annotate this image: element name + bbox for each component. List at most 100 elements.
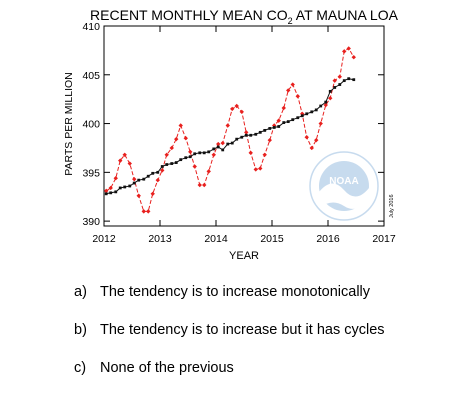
data-point	[239, 109, 244, 115]
data-point	[193, 152, 197, 156]
data-point	[178, 123, 183, 128]
data-point	[174, 136, 179, 142]
data-point	[114, 190, 118, 194]
chart-title: RECENT MONTHLY MEAN CO2 AT MAUNA LOA	[90, 7, 399, 26]
data-point	[332, 78, 337, 83]
data-point	[258, 130, 262, 134]
y-axis-label: PARTS PER MILLION	[63, 72, 75, 175]
data-point	[136, 193, 141, 198]
data-point	[142, 177, 146, 181]
data-point	[206, 169, 211, 174]
data-point	[150, 191, 155, 197]
data-point	[128, 184, 132, 188]
data-point	[160, 165, 164, 168]
data-point	[211, 152, 216, 157]
data-point	[202, 151, 206, 155]
option-letter: b)	[74, 322, 87, 338]
data-point	[174, 161, 178, 164]
option-letter: c)	[74, 360, 87, 376]
data-point	[216, 145, 220, 149]
y-tick-label: 410	[82, 21, 100, 33]
data-point	[318, 121, 323, 126]
co2-chart: RECENT MONTHLY MEAN CO2 AT MAUNA LOA NOA…	[63, 7, 399, 262]
option-text: The tendency is to increase monotonicall…	[100, 284, 371, 300]
data-point	[113, 175, 118, 181]
data-point	[230, 106, 235, 112]
data-point	[234, 103, 239, 109]
data-point	[169, 145, 174, 151]
data-point	[314, 108, 318, 112]
option-c[interactable]: c) None of the previous	[74, 360, 385, 398]
data-point	[122, 152, 127, 157]
data-point	[346, 46, 351, 51]
plot-frame	[103, 25, 385, 227]
option-b[interactable]: b) The tendency is to increase but it ha…	[74, 322, 385, 360]
data-point	[286, 120, 290, 124]
noaa-logo-label: NOAA	[329, 176, 358, 187]
data-point	[244, 133, 248, 137]
data-point	[337, 74, 342, 79]
data-point	[291, 118, 295, 122]
data-point	[192, 164, 197, 169]
data-point	[132, 176, 137, 182]
data-point	[304, 135, 309, 140]
noaa-logo: NOAA	[309, 151, 379, 221]
data-point	[267, 137, 272, 143]
data-point	[197, 182, 202, 188]
data-point	[286, 88, 291, 93]
data-point	[188, 149, 193, 155]
data-point	[244, 130, 249, 135]
data-point	[137, 178, 141, 182]
data-point	[328, 89, 332, 93]
chart-title-main: RECENT MONTHLY MEAN CO	[90, 7, 288, 23]
chart-title-subscript: 2	[288, 16, 293, 26]
data-point	[109, 191, 113, 195]
x-tick-label: 2013	[148, 233, 172, 245]
data-point	[319, 104, 323, 108]
data-point	[165, 163, 169, 166]
data-point	[296, 116, 300, 120]
data-point	[123, 185, 127, 189]
data-point	[323, 102, 328, 108]
data-point	[276, 118, 281, 123]
x-axis-label: YEAR	[229, 250, 259, 262]
data-point	[151, 171, 155, 175]
data-point	[225, 123, 230, 128]
data-point	[328, 95, 333, 101]
y-tick-label: 405	[82, 70, 100, 82]
data-point	[183, 135, 188, 141]
data-point	[235, 137, 239, 141]
data-point	[164, 152, 169, 157]
data-point	[309, 145, 314, 151]
data-point	[202, 182, 207, 188]
data-point	[310, 110, 314, 114]
x-tick-label: 2016	[316, 233, 340, 245]
data-point	[268, 127, 272, 130]
data-point	[104, 188, 109, 194]
data-point	[249, 133, 253, 137]
x-tick-label: 2014	[204, 233, 228, 245]
data-point	[221, 148, 225, 152]
date-note: July 2016	[389, 194, 395, 218]
data-point	[127, 161, 132, 166]
data-point	[212, 147, 216, 151]
chart-title-tail: AT MAUNA LOA	[293, 7, 399, 23]
data-point	[108, 185, 113, 191]
data-point	[179, 158, 183, 162]
data-point	[300, 114, 304, 118]
data-point	[118, 158, 123, 163]
x-tick-label: 2012	[92, 233, 116, 245]
data-point	[198, 151, 202, 155]
data-point	[141, 209, 146, 214]
data-point	[156, 170, 160, 174]
data-point	[146, 209, 151, 214]
data-point	[338, 83, 342, 86]
axes: 2012 2013 2014 2015 2016 2017 390 395 400 405 410	[82, 21, 395, 245]
data-point	[347, 77, 351, 81]
data-point	[314, 137, 319, 143]
data-point	[254, 132, 258, 136]
answer-options: a) The tendency is to increase monotonic…	[74, 284, 385, 398]
option-letter: a)	[74, 284, 87, 300]
option-a[interactable]: a) The tendency is to increase monotonic…	[74, 284, 385, 322]
data-point	[263, 128, 267, 132]
